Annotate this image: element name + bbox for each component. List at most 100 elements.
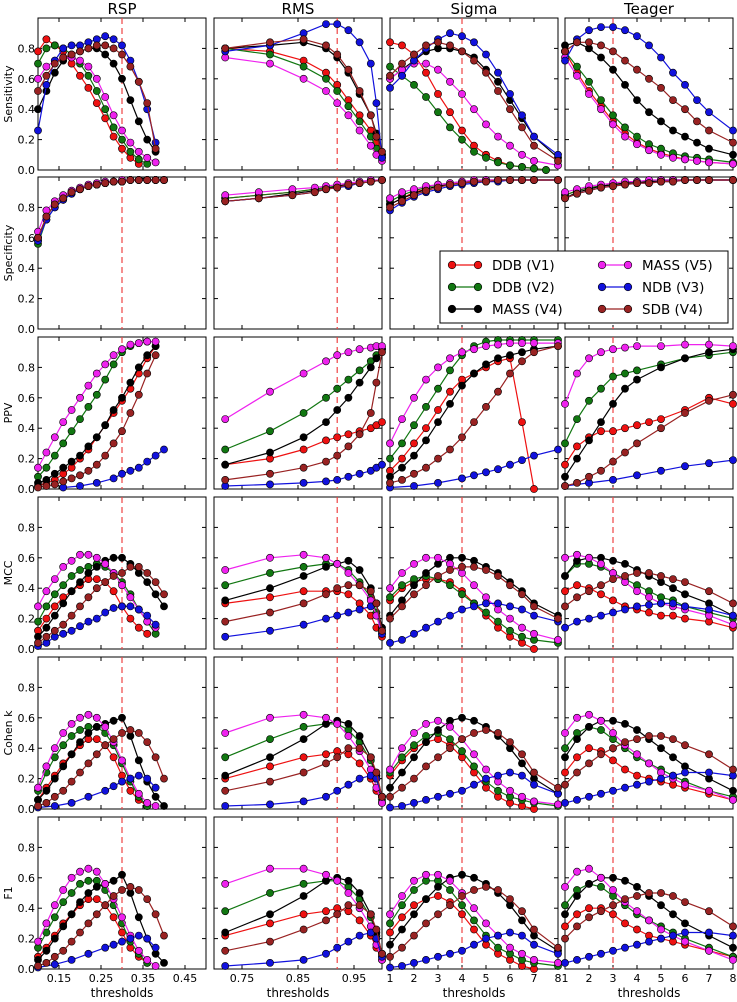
- data-point-sdb-v4: [67, 611, 76, 620]
- data-point-sdb-v4: [645, 732, 653, 740]
- data-point-ddb-v2: [221, 445, 230, 454]
- data-point-ndb-v3: [585, 792, 593, 801]
- data-point-sdb-v4: [322, 759, 330, 768]
- data-point-ddb-v2: [573, 415, 581, 423]
- data-point-sdb-v4: [446, 566, 454, 574]
- data-point-mass-v5: [681, 937, 689, 946]
- data-point-sdb-v4: [333, 910, 342, 919]
- data-point-sdb-v4: [506, 738, 514, 746]
- data-point-mass-v5: [506, 339, 514, 347]
- data-point-mass-v4: [470, 716, 478, 725]
- data-point-mass-v4: [669, 910, 677, 919]
- data-point-ndb-v3: [645, 601, 653, 609]
- data-point-sdb-v4: [109, 572, 118, 580]
- series-line-mass-v4: [37, 873, 165, 964]
- panel-series-group: [34, 550, 168, 650]
- data-point-ndb-v3: [633, 32, 641, 41]
- data-point-ddb-v2: [266, 889, 274, 897]
- data-point-sdb-v4: [657, 424, 665, 433]
- data-point-ddb-v1: [561, 768, 569, 777]
- data-point-sdb-v4: [585, 587, 593, 596]
- data-point-ddb-v1: [266, 919, 274, 928]
- data-point-mass-v4: [398, 463, 406, 472]
- data-point-mass-v5: [597, 873, 605, 882]
- column-title-sigma: Sigma: [450, 0, 497, 18]
- data-point-mass-v5: [482, 342, 490, 350]
- data-point-ddb-v2: [609, 111, 617, 120]
- data-point-mass-v5: [633, 342, 641, 350]
- data-point-sdb-v4: [621, 572, 629, 580]
- data-point-mass-v4: [42, 623, 51, 632]
- data-point-ddb-v2: [266, 569, 274, 577]
- data-point-ddb-v2: [410, 421, 418, 430]
- data-point-sdb-v4: [322, 590, 330, 599]
- data-point-sdb-v4: [151, 910, 160, 919]
- data-point-mass-v5: [530, 797, 538, 806]
- data-point-mass-v5: [597, 105, 605, 114]
- data-point-sdb-v4: [729, 599, 737, 608]
- data-point-sdb-v4: [143, 738, 152, 746]
- data-point-ddb-v1: [109, 913, 118, 922]
- data-point-sdb-v4: [506, 369, 514, 378]
- data-point-sdb-v4: [92, 750, 101, 759]
- series-line-sdb-v4: [37, 566, 165, 644]
- data-point-mass-v4: [434, 418, 442, 426]
- data-point-ndb-v3: [494, 931, 502, 940]
- data-point-ddb-v2: [344, 102, 353, 111]
- data-point-ddb-v1: [378, 418, 386, 426]
- data-point-sdb-v4: [729, 138, 737, 147]
- data-point-ndb-v3: [34, 126, 42, 135]
- data-point-sdb-v4: [518, 176, 526, 184]
- data-point-mass-v4: [266, 448, 274, 457]
- data-point-mass-v5: [518, 792, 526, 801]
- data-point-mass-v5: [34, 602, 42, 611]
- data-point-ddb-v1: [386, 38, 394, 47]
- data-point-mass-v5: [322, 713, 330, 722]
- data-point-mass-v4: [609, 65, 617, 74]
- data-point-sdb-v4: [344, 442, 353, 451]
- data-point-ddb-v2: [446, 886, 454, 894]
- data-point-ndb-v3: [470, 780, 478, 789]
- data-point-mass-v4: [266, 910, 274, 919]
- data-point-sdb-v4: [372, 599, 381, 608]
- panel-frame: [389, 496, 559, 650]
- data-point-mass-v5: [299, 550, 308, 559]
- data-point-sdb-v4: [621, 895, 629, 903]
- x-tick-label: 6: [507, 972, 514, 985]
- data-point-mass-v5: [344, 889, 353, 897]
- data-point-sdb-v4: [101, 41, 110, 50]
- data-point-mass-v5: [657, 925, 665, 934]
- data-point-sdb-v4: [729, 176, 737, 184]
- data-point-mass-v4: [585, 880, 593, 888]
- legend-label: NDB (V3): [642, 280, 704, 296]
- data-point-mass-v5: [84, 381, 93, 390]
- data-point-mass-v5: [126, 138, 135, 147]
- data-point-ddb-v1: [386, 928, 394, 937]
- data-point-mass-v5: [322, 357, 330, 366]
- data-point-ndb-v3: [118, 937, 126, 946]
- data-point-ndb-v3: [669, 771, 677, 780]
- data-point-mass-v4: [126, 96, 135, 104]
- data-point-sdb-v4: [333, 183, 342, 192]
- data-point-mass-v4: [458, 870, 466, 879]
- data-point-ddb-v1: [645, 608, 653, 617]
- data-point-ddb-v1: [76, 71, 84, 80]
- data-point-ddb-v2: [494, 786, 502, 795]
- data-point-ndb-v3: [322, 20, 330, 28]
- data-point-mass-v4: [76, 578, 84, 586]
- data-point-mass-v4: [669, 753, 677, 762]
- data-point-mass-v5: [621, 343, 629, 352]
- data-point-sdb-v4: [84, 919, 93, 928]
- data-point-ddb-v1: [322, 750, 330, 759]
- data-point-ddb-v1: [344, 590, 353, 599]
- data-point-mass-v5: [609, 729, 617, 737]
- data-point-sdb-v4: [92, 41, 101, 50]
- data-point-mass-v4: [386, 783, 394, 792]
- data-point-mass-v5: [59, 886, 68, 894]
- data-point-mass-v5: [134, 946, 143, 955]
- data-point-ndb-v3: [518, 605, 526, 614]
- data-point-mass-v4: [50, 774, 59, 783]
- data-point-mass-v5: [645, 759, 653, 768]
- data-point-mass-v4: [76, 898, 84, 906]
- data-point-ndb-v3: [126, 602, 135, 611]
